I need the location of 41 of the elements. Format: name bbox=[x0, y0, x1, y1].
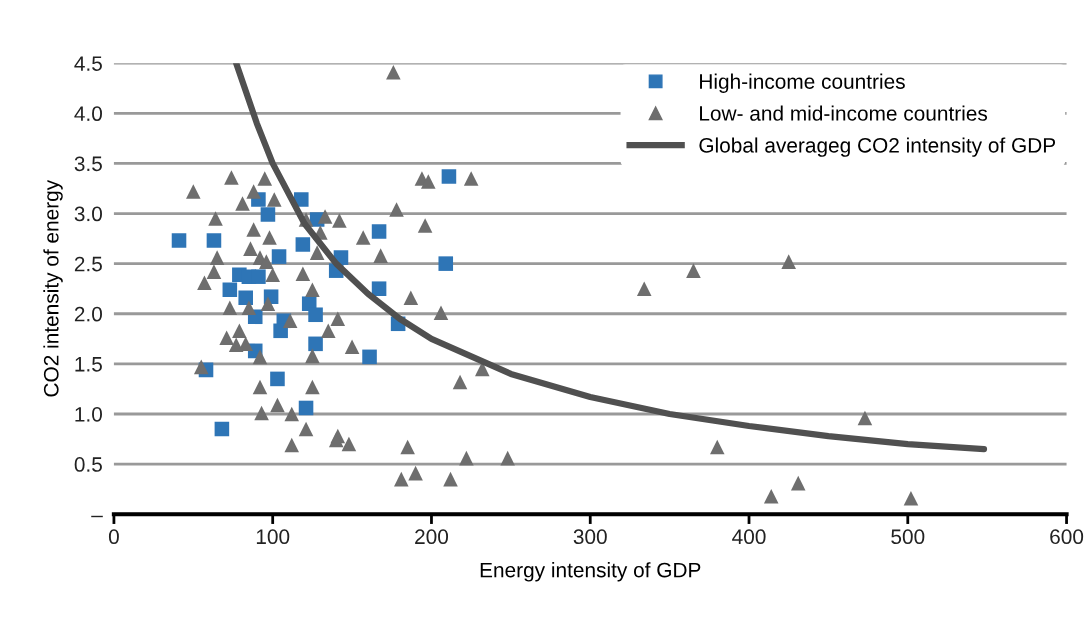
y-tick-label: 1.5 bbox=[75, 357, 102, 372]
point bbox=[214, 421, 230, 437]
point bbox=[222, 282, 238, 297]
point bbox=[371, 281, 387, 296]
y-tick-label: 2.5 bbox=[74, 256, 102, 272]
point bbox=[238, 290, 253, 305]
y-tick-label: 3.5 bbox=[74, 156, 102, 172]
x-axis-title: Energy intensity of GDP bbox=[480, 562, 701, 582]
point bbox=[308, 307, 323, 323]
point bbox=[362, 349, 377, 365]
x-tick-label: 500 bbox=[891, 529, 925, 545]
x-tick-label: 600 bbox=[1050, 529, 1084, 545]
point bbox=[206, 233, 222, 248]
y-tick-label: – bbox=[91, 515, 103, 518]
point bbox=[298, 400, 314, 416]
point bbox=[260, 207, 276, 222]
point bbox=[270, 371, 285, 387]
point bbox=[171, 233, 187, 248]
x-tick-label: 300 bbox=[573, 529, 607, 545]
legend-label: Global averageg CO2 intensity of GDP bbox=[699, 137, 1056, 157]
point bbox=[438, 256, 454, 271]
point bbox=[441, 169, 457, 184]
y-tick-label: 4.0 bbox=[74, 106, 102, 122]
x-tick-label: 100 bbox=[256, 529, 290, 545]
point bbox=[251, 269, 266, 284]
legend-label: High-income countries bbox=[700, 73, 905, 93]
y-tick-label: 2.0 bbox=[74, 306, 102, 322]
y-tick-label: 1.0 bbox=[75, 406, 102, 422]
y-tick-label: 4.5 bbox=[74, 56, 102, 71]
point bbox=[371, 224, 387, 239]
y-axis-title: CO2 intensity of energy bbox=[43, 179, 63, 397]
x-tick-label: 400 bbox=[732, 529, 766, 545]
point bbox=[273, 323, 288, 339]
x-tick-label: 200 bbox=[415, 529, 449, 545]
x-tick-label: 0 bbox=[108, 529, 119, 545]
y-tick-label: 3.0 bbox=[74, 206, 102, 222]
legend-label: Low- and mid-income countries bbox=[700, 105, 988, 121]
point bbox=[308, 336, 323, 352]
point bbox=[295, 237, 311, 252]
point bbox=[271, 249, 287, 264]
y-tick-label: 0.5 bbox=[74, 457, 102, 472]
